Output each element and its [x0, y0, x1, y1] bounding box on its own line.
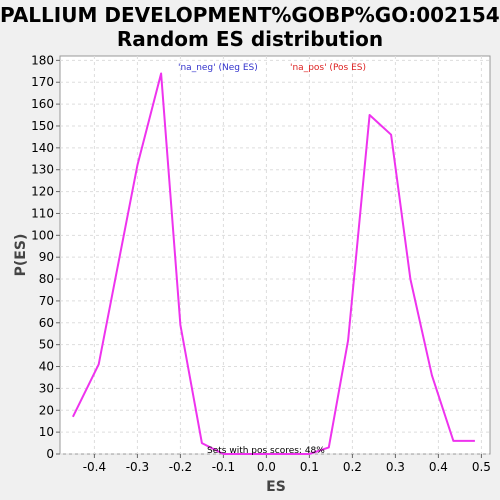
y-tick-label: 160	[31, 97, 54, 111]
x-tick-label: 0.3	[386, 460, 405, 474]
y-axis-label: P(ES)	[13, 234, 29, 277]
x-tick-label: 0.1	[300, 460, 319, 474]
y-tick-label: 140	[31, 141, 54, 155]
y-tick-label: 130	[31, 163, 54, 177]
chart-title-line1: PALLIUM DEVELOPMENT%GOBP%GO:0021543:	[0, 3, 500, 27]
grid	[60, 56, 490, 455]
x-tick-label: -0.3	[126, 460, 149, 474]
y-tick-label: 120	[31, 185, 54, 199]
x-tick-label: 0.2	[343, 460, 362, 474]
y-tick-label: 20	[39, 403, 54, 417]
y-tick-label: 50	[39, 338, 54, 352]
y-tick-label: 180	[31, 53, 54, 67]
x-tick-label: 0.0	[257, 460, 276, 474]
y-tick-label: 100	[31, 228, 54, 242]
x-tick-label: -0.1	[212, 460, 235, 474]
y-tick-label: 40	[39, 360, 54, 374]
x-axis-label: ES	[266, 479, 286, 495]
x-tick-label: -0.4	[83, 460, 106, 474]
y-tick-label: 10	[39, 425, 54, 439]
series-layer	[72, 72, 475, 455]
legend-item-pos: 'na_pos' (Pos ES)	[290, 63, 366, 73]
y-tick-label: 30	[39, 381, 54, 395]
plot-area	[59, 55, 491, 455]
y-tick-label: 60	[39, 316, 54, 330]
legend-item-neg: 'na_neg' (Neg ES)	[178, 63, 258, 73]
annotation-pos-scores: Sets with pos scores: 48%	[207, 446, 325, 456]
series-line	[72, 72, 475, 455]
axes: 0 10 20 30 40 50 60 70 80 90 100 110 120 130 140 150 160…	[31, 53, 491, 474]
x-tick-label: -0.2	[169, 460, 192, 474]
y-tick-label: 70	[39, 294, 54, 308]
x-tick-label: 0.5	[472, 460, 491, 474]
y-tick-label: 80	[39, 272, 54, 286]
x-tick-label: 0.4	[429, 460, 448, 474]
y-tick-label: 90	[39, 250, 54, 264]
y-tick-label: 150	[31, 119, 54, 133]
chart-title-line2: Random ES distribution	[116, 27, 384, 51]
y-tick-label: 170	[31, 75, 54, 89]
y-tick-label: 110	[31, 206, 54, 220]
y-tick-label: 0	[46, 447, 54, 461]
